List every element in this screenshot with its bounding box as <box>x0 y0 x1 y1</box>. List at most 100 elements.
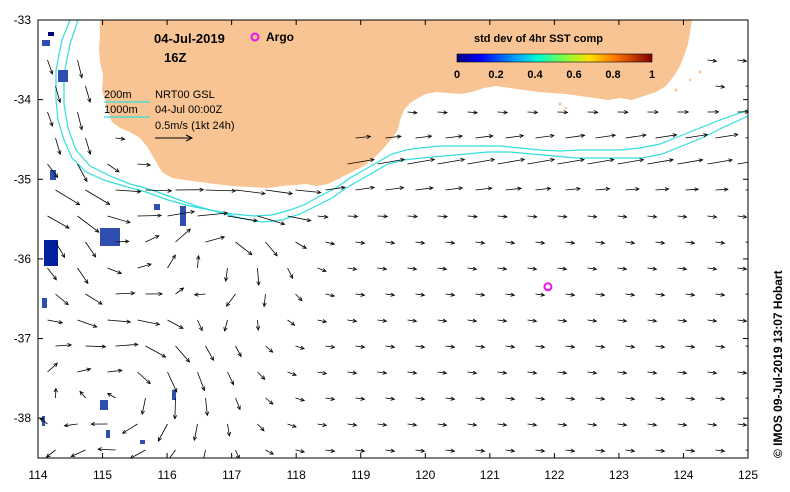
current-vector <box>385 187 404 191</box>
current-vector-head <box>450 292 456 297</box>
current-vector-head <box>390 344 396 349</box>
current-vector <box>475 135 493 139</box>
current-vector-head <box>532 318 538 323</box>
current-vector-head <box>624 110 629 115</box>
current-vector <box>497 111 508 113</box>
current-vector-head <box>714 109 720 115</box>
current-vector <box>535 135 554 139</box>
current-vector <box>535 449 545 452</box>
current-vector-head <box>171 254 176 260</box>
current-vector-head <box>288 191 294 196</box>
current-vector-head <box>502 422 508 427</box>
current-vector-head <box>480 240 486 245</box>
current-vector-head <box>269 450 275 455</box>
current-vector <box>737 59 747 62</box>
current-vector-head <box>186 228 191 233</box>
current-vector-head <box>563 110 569 115</box>
current-vector-head <box>652 422 658 427</box>
current-vector <box>47 59 53 75</box>
current-vector <box>595 345 605 348</box>
current-vector <box>85 137 91 155</box>
current-vector-head <box>480 344 486 349</box>
current-vector <box>437 371 447 374</box>
current-vector-head <box>382 370 388 375</box>
current-vector <box>235 397 241 410</box>
current-vector <box>407 159 435 165</box>
current-vector <box>415 293 425 296</box>
current-vector-head <box>204 411 210 417</box>
current-vector-head <box>510 240 516 245</box>
current-vector <box>655 241 665 244</box>
current-vector <box>355 345 365 348</box>
current-vector-head <box>654 109 659 115</box>
current-vector-head <box>751 85 755 88</box>
current-vector <box>145 189 172 192</box>
current-vector <box>137 163 151 166</box>
current-vector-head <box>193 292 199 297</box>
current-vector-head <box>622 266 628 271</box>
current-vector-head <box>622 422 628 427</box>
x-tick-label: 121 <box>480 468 500 482</box>
current-vector-head <box>45 453 51 458</box>
current-vector <box>130 449 146 458</box>
current-vector <box>587 423 597 426</box>
current-vector-head <box>412 318 418 323</box>
current-vector <box>647 423 657 426</box>
current-vector-head <box>519 134 525 139</box>
current-vector <box>64 423 78 427</box>
current-vector-head <box>443 110 448 115</box>
current-vector <box>685 397 695 400</box>
current-vector-head <box>79 390 84 396</box>
current-vector <box>617 319 627 322</box>
current-vector <box>685 345 695 348</box>
current-vector <box>377 371 387 374</box>
current-vector-head <box>592 318 598 323</box>
current-vector-head <box>592 370 598 375</box>
current-vector <box>325 345 335 348</box>
current-vector <box>677 319 687 322</box>
colorbar-title: std dev of 4hr SST comp <box>474 33 603 45</box>
current-vector-head <box>280 221 286 226</box>
current-vector-head <box>593 110 599 115</box>
current-vector-head <box>413 110 418 115</box>
current-vector-head <box>510 292 516 297</box>
current-vector <box>617 215 627 218</box>
current-vector <box>287 267 294 279</box>
current-vector <box>677 371 687 374</box>
current-vector <box>527 159 555 165</box>
current-vector-head <box>660 448 666 453</box>
current-vector <box>557 159 585 165</box>
current-vector-head <box>223 327 228 332</box>
current-vector-head <box>450 448 456 453</box>
current-vector-head <box>712 318 718 323</box>
current-vector <box>355 397 365 400</box>
current-vector <box>527 371 537 374</box>
current-vector <box>527 215 537 218</box>
current-vector-head <box>322 319 328 324</box>
current-vector <box>39 417 48 425</box>
current-vector-head <box>75 201 81 206</box>
current-vector <box>415 135 432 139</box>
current-vector <box>235 189 266 194</box>
x-tick-label: 117 <box>222 468 241 482</box>
current-vector-head <box>370 185 376 190</box>
current-vector-head <box>460 157 466 163</box>
current-vector <box>625 134 646 139</box>
current-vector <box>505 397 515 400</box>
current-vector <box>437 423 447 426</box>
current-vector-head <box>124 239 130 244</box>
current-vector-head <box>682 422 688 427</box>
current-vector <box>85 293 103 305</box>
current-vector-head <box>570 396 576 401</box>
current-vector-head <box>223 211 229 216</box>
current-vector <box>745 397 748 399</box>
current-vector-head <box>130 454 135 458</box>
current-vector-head <box>83 177 88 183</box>
current-vector-head <box>383 214 389 219</box>
current-vector <box>565 188 581 191</box>
current-vector-head <box>742 370 748 375</box>
current-vector <box>224 319 228 332</box>
current-vector-head <box>121 429 127 434</box>
current-vector-head <box>420 240 426 245</box>
current-vector-head <box>682 370 688 375</box>
